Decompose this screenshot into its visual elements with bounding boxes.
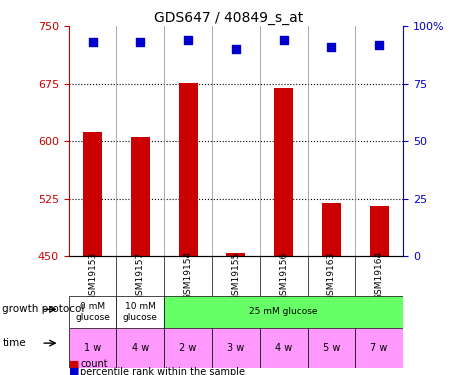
Text: GSM19163: GSM19163 <box>327 251 336 300</box>
FancyBboxPatch shape <box>69 328 116 368</box>
Point <box>328 44 335 50</box>
Text: GSM19153: GSM19153 <box>88 251 97 300</box>
Text: ■: ■ <box>69 359 79 369</box>
Text: GSM19157: GSM19157 <box>136 251 145 300</box>
Text: 10 mM
glucose: 10 mM glucose <box>123 302 158 321</box>
Text: GDS647 / 40849_s_at: GDS647 / 40849_s_at <box>154 11 304 25</box>
Text: time: time <box>2 338 26 348</box>
Text: 7 w: 7 w <box>371 343 388 353</box>
Text: 4 w: 4 w <box>275 343 292 353</box>
Bar <box>179 83 198 256</box>
Text: 1 w: 1 w <box>84 343 101 353</box>
Text: 2 w: 2 w <box>180 343 197 353</box>
Text: count: count <box>80 359 108 369</box>
Point <box>376 42 383 48</box>
Bar <box>322 203 341 256</box>
FancyBboxPatch shape <box>355 328 403 368</box>
Point <box>232 46 240 52</box>
FancyBboxPatch shape <box>116 296 164 328</box>
Text: growth protocol: growth protocol <box>2 304 85 314</box>
Text: GSM19156: GSM19156 <box>279 251 288 300</box>
Point <box>280 37 287 43</box>
FancyBboxPatch shape <box>260 328 307 368</box>
FancyBboxPatch shape <box>212 328 260 368</box>
Text: GSM19154: GSM19154 <box>184 251 193 300</box>
Text: 0 mM
glucose: 0 mM glucose <box>75 302 110 321</box>
Point <box>136 39 144 45</box>
Text: 5 w: 5 w <box>323 343 340 353</box>
FancyBboxPatch shape <box>116 328 164 368</box>
FancyBboxPatch shape <box>69 296 116 328</box>
Text: ■: ■ <box>69 367 79 375</box>
Bar <box>83 132 102 256</box>
Bar <box>226 253 245 256</box>
Text: 3 w: 3 w <box>227 343 245 353</box>
Text: GSM19164: GSM19164 <box>375 251 384 300</box>
Text: percentile rank within the sample: percentile rank within the sample <box>80 367 245 375</box>
Point <box>89 39 96 45</box>
FancyBboxPatch shape <box>164 328 212 368</box>
Bar <box>131 136 150 256</box>
Bar <box>370 206 389 256</box>
FancyBboxPatch shape <box>307 328 355 368</box>
FancyBboxPatch shape <box>164 296 403 328</box>
Text: GSM19155: GSM19155 <box>231 251 240 300</box>
Text: 25 mM glucose: 25 mM glucose <box>250 308 318 316</box>
Point <box>185 37 192 43</box>
Text: 4 w: 4 w <box>132 343 149 353</box>
Bar <box>274 88 293 256</box>
